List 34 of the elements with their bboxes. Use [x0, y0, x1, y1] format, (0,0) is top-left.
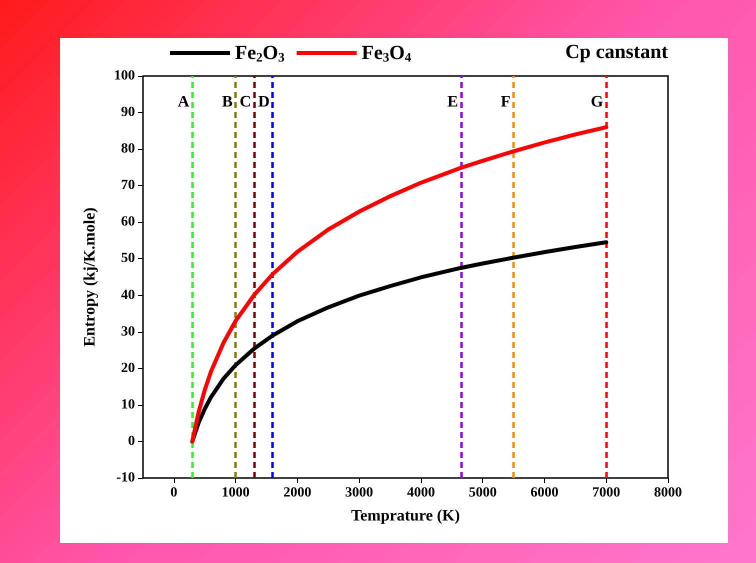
y-tick-label: 40 [121, 288, 135, 303]
x-tick-label: 2000 [283, 486, 312, 500]
ref-line-label: D [258, 94, 270, 111]
y-tick-label: 70 [121, 178, 135, 194]
ref-line-label: E [447, 94, 458, 111]
ref-line-label: F [500, 94, 511, 111]
ref-line-label: A [178, 94, 190, 111]
legend-label: Fe2O3 [235, 42, 286, 64]
y-tick-label: 100 [114, 68, 135, 84]
y-tick-label: 90 [121, 105, 135, 120]
x-tick-label: 4000 [406, 486, 435, 500]
x-tick-label: 8000 [654, 486, 682, 500]
y-tick-label: 10 [121, 397, 135, 412]
x-tick-label: 6000 [530, 486, 558, 500]
y-tick-label: 60 [121, 214, 135, 230]
x-axis-title: Temprature (K) [351, 508, 460, 524]
x-tick-label: 5000 [468, 486, 497, 500]
text: Cp canstant [565, 41, 668, 63]
ref-line-label: G [590, 94, 604, 111]
ref-line-label: C [240, 94, 252, 111]
y-tick-label: 20 [121, 360, 135, 376]
y-tick-label: 0 [128, 434, 135, 449]
y-tick-label: 30 [121, 324, 135, 340]
x-tick-label: 3000 [345, 486, 374, 500]
y-tick-label: 50 [121, 251, 135, 266]
y-tick-label: -10 [116, 470, 135, 486]
x-tick-label: 7000 [592, 486, 620, 500]
legend-label: Fe3O4 [362, 42, 412, 64]
x-tick-label: 0 [170, 486, 178, 500]
x-tick-label: 1000 [222, 486, 250, 500]
y-axis-title: Entropy (kj/K.mole) [82, 207, 98, 347]
y-tick-label: 80 [121, 142, 135, 157]
line-series [190, 240, 608, 444]
ref-line-label: B [222, 94, 233, 111]
